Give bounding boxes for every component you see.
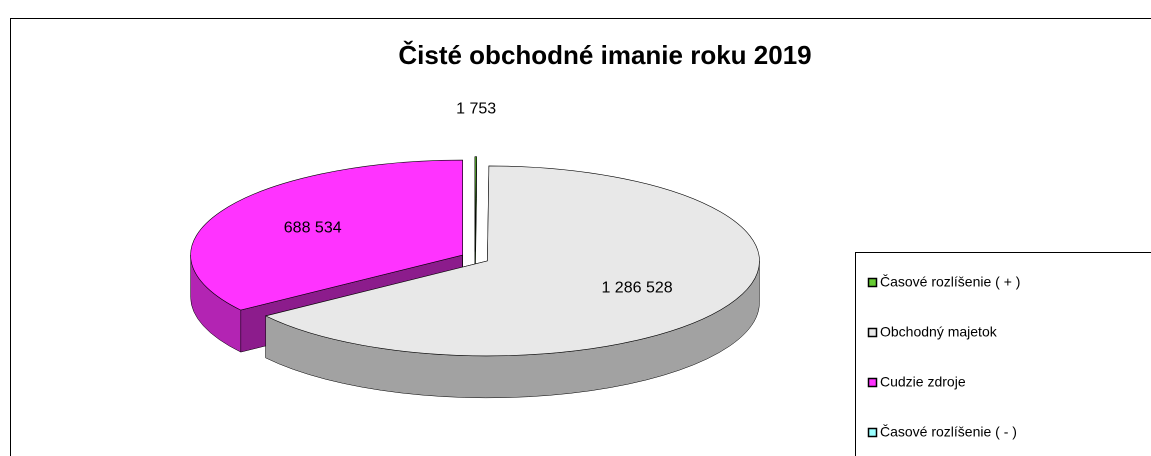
slice — [474, 156, 477, 252]
legend-marker — [867, 327, 878, 338]
legend-label: Časové rozlíšenie ( - ) — [880, 424, 1017, 440]
data-label: 1 286 528 — [601, 279, 672, 296]
data-label: 1 753 — [456, 100, 496, 117]
legend-label: Časové rozlíšenie ( + ) — [880, 274, 1020, 290]
legend-marker — [867, 427, 878, 438]
legend-label: Obchodný majetok — [880, 324, 998, 340]
slice — [190, 159, 463, 311]
legend-marker — [867, 377, 878, 388]
slice — [264, 165, 760, 357]
legend-box — [855, 252, 1151, 456]
legend-label: Cudzie zdroje — [880, 374, 966, 390]
chart-title: Čisté obchodné imanie roku 2019 — [398, 40, 811, 70]
legend-marker — [867, 277, 878, 288]
data-label: 688 534 — [284, 219, 342, 236]
